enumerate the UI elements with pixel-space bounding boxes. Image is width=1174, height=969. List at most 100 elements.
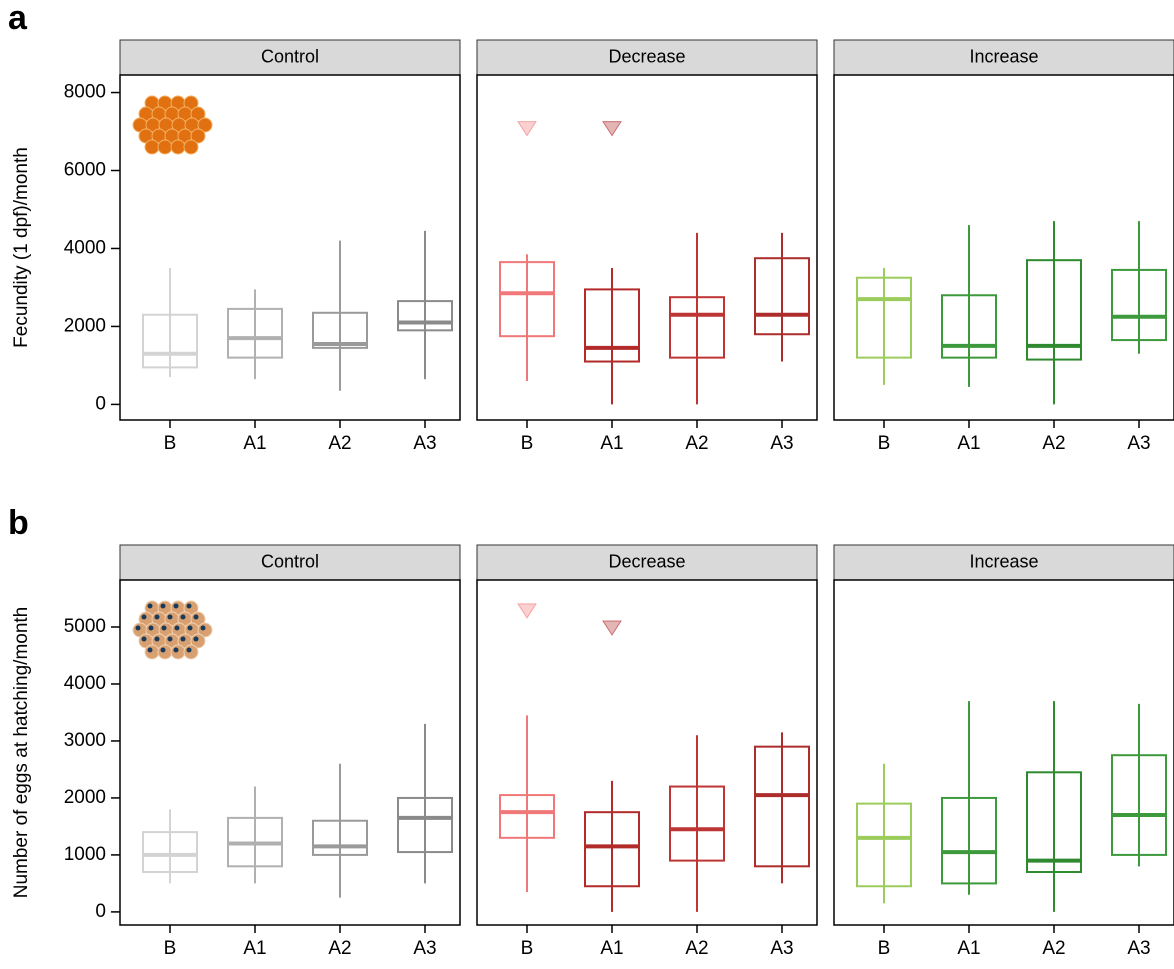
facet-title: Decrease (608, 46, 685, 66)
box (1111, 268, 1167, 342)
box (1026, 771, 1082, 874)
egg (144, 139, 160, 155)
egg-eye (180, 636, 186, 642)
egg (183, 139, 199, 155)
x-tick-label: B (164, 938, 177, 959)
x-tick-label: A2 (328, 938, 351, 959)
y-tick-label: 2000 (64, 787, 106, 808)
egg-icon (132, 95, 213, 155)
outlier (602, 121, 622, 137)
x-tick-label: A3 (413, 433, 436, 454)
x-tick-label: A2 (1042, 938, 1065, 959)
box (312, 819, 368, 856)
egg-eye (135, 625, 141, 631)
y-tick-label: 4000 (64, 237, 106, 258)
facet-strip (476, 544, 818, 581)
egg-eye (147, 603, 153, 609)
facet-strip (833, 39, 1174, 76)
egg-eye (147, 647, 153, 653)
facet-strip (119, 39, 461, 76)
egg-eye (167, 636, 173, 642)
box (1111, 754, 1167, 856)
egg-eye (160, 647, 166, 653)
plot-area (833, 579, 1174, 926)
x-tick-label: B (521, 938, 534, 959)
plot-area (476, 579, 818, 926)
y-tick-label: 5000 (64, 616, 106, 637)
box (397, 300, 453, 332)
facet-title: Control (261, 46, 319, 66)
x-tick-label: A2 (328, 433, 351, 454)
box (142, 831, 198, 874)
box (227, 307, 283, 359)
egg-eye (173, 603, 179, 609)
facet-strip (833, 544, 1174, 581)
plot-area (476, 74, 818, 421)
box (584, 288, 640, 363)
egg-eye (161, 625, 167, 631)
box (856, 802, 912, 888)
egg-eye (180, 614, 186, 620)
box (584, 811, 640, 888)
egg-eye (154, 614, 160, 620)
y-axis-label: Fecundity (1 dpf)/month (11, 147, 32, 348)
y-tick-label: 2000 (64, 315, 106, 336)
y-tick-label: 8000 (64, 82, 106, 103)
box (941, 796, 997, 885)
box (856, 276, 912, 359)
box (754, 745, 810, 868)
box (941, 294, 997, 359)
x-tick-label: A1 (243, 433, 266, 454)
egg (190, 128, 206, 144)
x-tick-label: A3 (1127, 938, 1150, 959)
facet-title: Decrease (608, 551, 685, 571)
egg (170, 644, 186, 660)
x-tick-label: A3 (770, 433, 793, 454)
y-tick-label: 1000 (64, 844, 106, 865)
egg-eye (187, 625, 193, 631)
box (142, 313, 198, 369)
y-tick-label: 3000 (64, 730, 106, 751)
y-tick-label: 0 (95, 901, 106, 922)
x-tick-label: B (164, 433, 177, 454)
plot-area (833, 74, 1174, 421)
egg-eye (193, 614, 199, 620)
box (397, 796, 453, 854)
x-tick-label: B (878, 433, 891, 454)
x-tick-label: A2 (685, 938, 708, 959)
outlier (517, 603, 537, 619)
x-tick-label: A2 (685, 433, 708, 454)
panel-label: b (8, 504, 29, 542)
x-tick-label: A2 (1042, 433, 1065, 454)
facet-title: Increase (969, 46, 1038, 66)
egg (183, 644, 199, 660)
y-axis-label: Number of eggs at hatching/month (11, 607, 32, 899)
egg-eye (160, 603, 166, 609)
egg-eye (173, 647, 179, 653)
y-tick-label: 0 (95, 393, 106, 414)
egg (170, 139, 186, 155)
egg-eye (154, 636, 160, 642)
egg-icon (132, 600, 213, 660)
egg-eye (186, 647, 192, 653)
x-tick-label: A3 (1127, 433, 1150, 454)
x-tick-label: B (878, 938, 891, 959)
x-tick-label: A1 (957, 938, 980, 959)
panel-label: a (8, 0, 28, 37)
box (1026, 259, 1082, 361)
x-tick-label: A1 (957, 433, 980, 454)
egg-eye (186, 603, 192, 609)
egg-eye (200, 625, 206, 631)
x-tick-label: A1 (600, 433, 623, 454)
facet-title: Increase (969, 551, 1038, 571)
box (499, 794, 555, 839)
egg (197, 117, 213, 133)
egg-eye (193, 636, 199, 642)
egg-eye (148, 625, 154, 631)
outlier (517, 121, 537, 137)
facet-title: Control (261, 551, 319, 571)
egg (157, 644, 173, 660)
box (754, 257, 810, 336)
box (312, 311, 368, 349)
